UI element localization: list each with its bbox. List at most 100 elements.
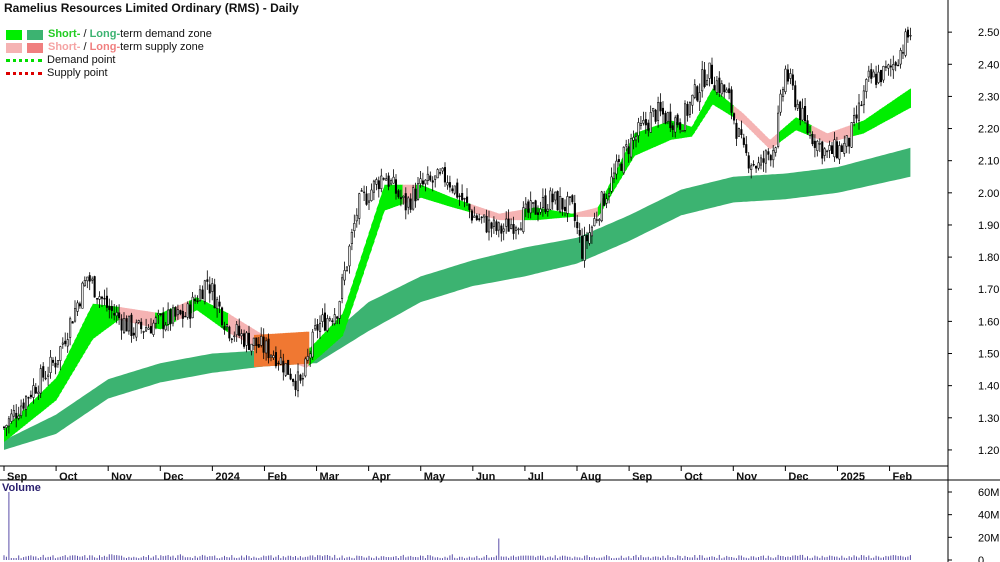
candle: [333, 308, 336, 326]
candle: [206, 270, 209, 290]
candle: [196, 295, 199, 304]
short-zone-segment: [657, 124, 661, 146]
short-zone-segment: [902, 92, 906, 112]
short-zone-segment: [879, 108, 883, 125]
candle: [194, 294, 197, 304]
x-tick-label: May: [424, 471, 446, 483]
candle: [524, 197, 527, 218]
candle: [137, 319, 140, 324]
overlap-segment: [287, 332, 292, 365]
candle: [784, 65, 787, 95]
long-demand-swatch: [27, 29, 43, 40]
candle: [794, 80, 797, 111]
short-zone-segment: [905, 90, 909, 111]
short-zone-segment: [373, 208, 378, 242]
demand-point-swatch: [6, 59, 42, 62]
candle: [272, 350, 275, 360]
legend: Short- / Long- term demand zone Short- /…: [6, 28, 212, 80]
short-zone-segment: [45, 385, 49, 409]
short-zone-segment: [782, 126, 786, 140]
candle: [149, 318, 152, 334]
candle: [539, 201, 542, 215]
candle: [86, 276, 89, 289]
candle: [683, 100, 687, 133]
short-zone-segment: [863, 118, 867, 134]
candle: [532, 202, 535, 213]
candle: [656, 96, 660, 128]
candle: [169, 308, 172, 331]
candle: [414, 182, 417, 208]
short-zone-segment: [353, 273, 357, 305]
candle: [216, 296, 219, 318]
candle: [747, 152, 750, 174]
short-zone-segment: [319, 335, 323, 357]
short-zone-segment: [366, 233, 370, 266]
candle: [235, 321, 238, 342]
short-zone-segment: [183, 301, 187, 317]
candle: [402, 195, 405, 205]
candle: [434, 175, 437, 188]
candle: [208, 276, 211, 303]
legend-supply-long: Long-: [89, 41, 121, 53]
candle: [627, 139, 630, 163]
short-zone-segment: [92, 303, 96, 340]
short-zone-segment: [40, 390, 44, 413]
candle: [360, 188, 363, 192]
short-zone-segment: [511, 211, 516, 221]
candle: [485, 209, 488, 234]
candle: [617, 154, 620, 167]
short-zone-segment: [478, 206, 482, 216]
short-zone-segment: [61, 361, 65, 392]
candle: [686, 101, 689, 122]
short-zone-segment: [847, 125, 852, 138]
candle: [132, 327, 135, 339]
candle: [816, 139, 819, 157]
candle: [573, 194, 576, 228]
short-zone-segment: [853, 123, 857, 137]
short-zone-segment: [420, 184, 424, 199]
candle: [22, 398, 25, 411]
short-zone-segment: [222, 310, 226, 331]
candle: [431, 176, 434, 192]
candle: [759, 154, 763, 170]
short-zone-segment: [767, 137, 771, 150]
short-zone-segment: [584, 209, 588, 217]
overlap-segment: [269, 333, 273, 366]
candle: [862, 85, 865, 114]
candle: [892, 55, 895, 79]
x-tick-label: Jul: [528, 471, 544, 483]
x-tick-label: Jun: [476, 471, 496, 483]
candle: [688, 101, 692, 118]
candle: [857, 94, 861, 130]
short-zone-segment: [327, 327, 331, 350]
candle: [221, 306, 224, 329]
short-zone-segment: [204, 301, 208, 318]
short-zone-segment: [230, 315, 234, 336]
candle: [811, 131, 814, 147]
candle: [392, 169, 395, 184]
candle: [581, 228, 584, 262]
candle: [639, 116, 643, 130]
candle: [321, 308, 324, 328]
short-demand-swatch: [6, 29, 22, 40]
candle: [304, 356, 307, 378]
short-zone-segment: [837, 128, 841, 141]
candle: [201, 285, 204, 300]
candle: [615, 154, 618, 180]
overlap-segment: [303, 331, 307, 364]
candle: [299, 373, 302, 384]
short-zone-segment: [866, 116, 870, 132]
overlap-segment: [272, 333, 276, 366]
candle: [514, 225, 518, 240]
candle: [389, 178, 393, 186]
short-zone-segment: [384, 184, 388, 211]
short-zone-segment: [735, 107, 740, 121]
x-tick-label: Oct: [59, 471, 78, 483]
candle: [605, 193, 608, 209]
candle: [56, 360, 60, 368]
candle: [865, 78, 868, 99]
short-zone-segment: [876, 109, 880, 127]
short-zone-segment: [392, 184, 396, 208]
candle: [620, 162, 623, 171]
candle: [632, 130, 635, 150]
